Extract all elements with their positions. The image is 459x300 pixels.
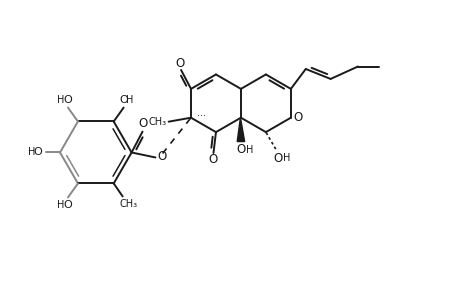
Text: O: O (157, 150, 166, 163)
Text: H: H (282, 153, 290, 164)
Text: O: O (208, 153, 218, 167)
Text: O: O (292, 111, 302, 124)
Text: O: O (273, 152, 282, 165)
Text: O: O (34, 148, 42, 158)
Text: H: H (246, 145, 253, 154)
Text: H: H (57, 95, 64, 105)
Text: H: H (28, 148, 35, 158)
Text: O: O (63, 200, 72, 210)
Text: O: O (119, 95, 128, 105)
Text: O: O (175, 56, 185, 70)
Text: O: O (138, 117, 147, 130)
Text: ···: ··· (196, 111, 206, 121)
Text: H: H (57, 200, 64, 210)
Polygon shape (237, 118, 244, 142)
Text: O: O (63, 95, 72, 105)
Text: CH₃: CH₃ (148, 117, 167, 127)
Text: CH₃: CH₃ (119, 199, 137, 209)
Text: H: H (126, 95, 134, 105)
Text: O: O (236, 143, 245, 156)
